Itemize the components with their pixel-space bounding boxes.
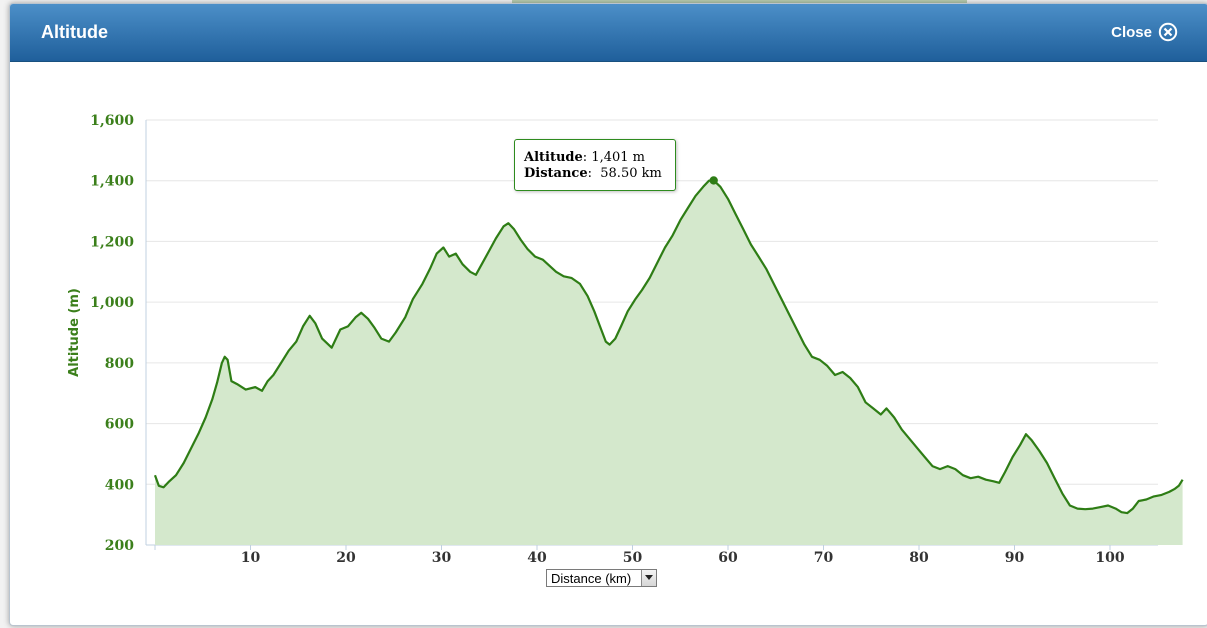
chevron-down-icon[interactable] [641,570,656,586]
tooltip-distance-row: Distance: 58.50 km [524,166,662,181]
x-axis-selector[interactable]: Distance (km) [546,569,657,587]
dialog-title: Altitude [41,22,108,42]
x-tick-label: 10 [241,550,261,566]
dialog-titlebar: Altitude Close [10,4,1207,62]
y-tick-label: 1,600 [90,113,134,129]
y-tick-label: 600 [105,417,134,433]
x-tick-label: 30 [432,550,452,566]
highlight-point [709,176,718,185]
y-tick-label: 1,400 [90,174,134,190]
x-tick-label: 90 [1005,550,1025,566]
y-tick-label: 200 [105,538,134,554]
chart-tooltip: Altitude: 1,401 m Distance: 58.50 km [514,139,676,191]
x-tick-label: 60 [718,550,738,566]
y-axis-title: Altitude (m) [67,288,82,377]
close-button[interactable]: Close [1111,21,1178,43]
close-icon [1158,22,1178,42]
x-tick-label: 100 [1095,550,1124,566]
tooltip-distance-value: 58.50 km [600,166,662,181]
x-tick-label: 80 [909,550,929,566]
y-tick-label: 800 [105,356,134,372]
x-tick-label: 70 [814,550,834,566]
y-tick-label: 1,000 [90,295,134,311]
x-axis-selector-value: Distance (km) [551,571,632,586]
series-area [155,180,1183,545]
close-label: Close [1111,23,1152,41]
tooltip-altitude-value: 1,401 m [591,150,645,165]
x-tick-label: 20 [336,550,356,566]
y-tick-label: 400 [105,477,134,493]
x-tick-label: 40 [527,550,547,566]
altitude-chart: 200 400 600 800 1,000 1,200 1,400 1,600 10 20 30 40… [67,113,1184,566]
tooltip-altitude-row: Altitude: 1,401 m [524,150,645,165]
tooltip-distance-label: Distance [524,166,588,181]
series-line [153,179,1184,515]
altitude-dialog: Altitude Close 200 400 600 800 1,000 1,200 1,4… [9,3,1207,626]
tooltip-altitude-label: Altitude [524,150,583,165]
x-tick-label: 50 [623,550,643,566]
y-tick-label: 1,200 [90,234,134,250]
